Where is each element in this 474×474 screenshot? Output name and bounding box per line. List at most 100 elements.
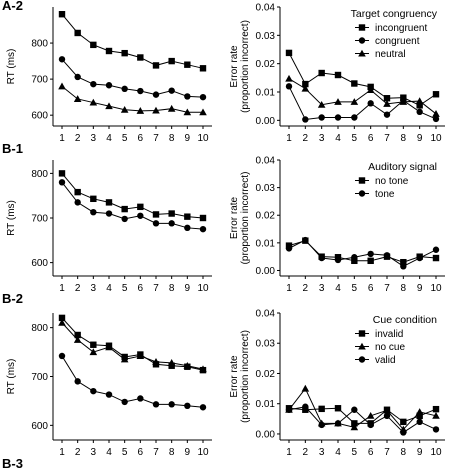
data-point xyxy=(318,421,325,429)
x-tick-label: 10 xyxy=(197,447,209,458)
legend-title: Auditory signal xyxy=(368,161,437,173)
series-line xyxy=(61,13,204,69)
data-point xyxy=(400,263,407,270)
panel-label: A-2 xyxy=(2,0,23,13)
data-point xyxy=(152,211,160,218)
y-tick-label: 0.04 xyxy=(256,3,276,14)
data-point xyxy=(318,405,325,413)
legend-marker xyxy=(358,330,366,337)
data-point xyxy=(302,403,309,410)
data-point xyxy=(383,252,391,259)
series-line xyxy=(61,85,203,113)
data-point xyxy=(416,412,423,420)
x-tick-label: 8 xyxy=(169,283,175,294)
data-point xyxy=(318,69,325,77)
chart-2: 600 700 800 1 2 3 4 5 6 7 8 9 10 RT (ms) xyxy=(6,160,212,294)
data-point xyxy=(351,254,358,261)
data-point xyxy=(90,80,97,88)
panel-label-a2: A-2 xyxy=(2,0,23,13)
data-point xyxy=(432,412,440,419)
data-point xyxy=(318,114,325,121)
data-point xyxy=(415,408,424,415)
legend-marker xyxy=(358,49,366,57)
series-line xyxy=(288,239,437,267)
series-line xyxy=(288,52,437,106)
chart-1: 0.00 0.01 0.02 0.03 0.04 1 2 3 4 5 6 7 8 9 10 Error rat… xyxy=(229,3,445,144)
data-point xyxy=(152,106,160,114)
x-tick-label: 1 xyxy=(59,133,65,144)
series-line xyxy=(288,240,437,263)
data-point xyxy=(74,331,81,339)
x-tick-label: 7 xyxy=(384,133,390,144)
data-point xyxy=(416,108,423,116)
x-tick-label: 2 xyxy=(75,283,81,294)
data-point xyxy=(285,406,293,413)
x-tick-label: 6 xyxy=(138,447,144,458)
data-point xyxy=(301,84,310,92)
data-point xyxy=(121,85,128,93)
chart-5: 0.00 0.01 0.02 0.03 0.04 1 2 3 4 5 6 7 8 9 10 Error rat… xyxy=(229,309,445,458)
data-point xyxy=(137,54,144,61)
data-point xyxy=(73,95,82,102)
y-axis-label-line: Error rate xyxy=(229,355,240,398)
y-tick-label: 0.04 xyxy=(256,309,276,320)
data-point xyxy=(184,224,191,232)
x-tick-label: 2 xyxy=(75,133,81,144)
data-point xyxy=(400,258,407,266)
data-point xyxy=(167,104,176,112)
y-axis-label-line: (proportion incorrect) xyxy=(240,20,251,113)
panel-label: B-3 xyxy=(2,456,23,471)
data-point xyxy=(285,83,293,90)
legend-marker xyxy=(358,24,366,31)
panel-label: B-2 xyxy=(2,291,23,306)
x-tick-label: 8 xyxy=(401,447,407,458)
x-tick-label: 3 xyxy=(319,133,325,144)
y-tick-label: 600 xyxy=(31,421,48,432)
y-axis-label-line: Error rate xyxy=(229,45,240,88)
x-tick-label: 1 xyxy=(286,283,292,294)
x-tick-label: 3 xyxy=(319,447,325,458)
data-point xyxy=(199,108,207,116)
x-tick-label: 6 xyxy=(138,133,144,144)
data-point xyxy=(137,212,144,219)
y-tick-label: 0.02 xyxy=(256,211,276,222)
x-tick-label: 10 xyxy=(197,283,209,294)
data-point xyxy=(89,348,98,356)
data-point xyxy=(152,62,160,69)
y-tick-label: 0.02 xyxy=(256,369,276,380)
x-tick-label: 4 xyxy=(106,133,112,144)
data-point xyxy=(120,105,129,113)
y-tick-label: 700 xyxy=(31,214,48,225)
data-point xyxy=(74,199,81,206)
legend-marker xyxy=(358,356,366,363)
data-point xyxy=(90,41,97,49)
y-tick-label: 0.03 xyxy=(256,31,276,42)
data-point xyxy=(367,421,374,429)
y-tick-label: 800 xyxy=(31,323,48,334)
y-tick-label: 0.00 xyxy=(256,266,276,277)
x-tick-label: 6 xyxy=(368,283,374,294)
legend-marker xyxy=(358,37,366,44)
data-point xyxy=(168,220,175,227)
data-point xyxy=(167,359,176,366)
x-tick-label: 9 xyxy=(185,447,191,458)
data-point xyxy=(152,401,160,408)
series-line xyxy=(61,322,204,370)
data-point xyxy=(105,210,113,217)
data-point xyxy=(168,87,175,94)
y-axis-label-line: (proportion incorrect) xyxy=(240,172,251,265)
data-point xyxy=(383,100,391,107)
x-tick-label: 1 xyxy=(59,447,65,458)
data-point xyxy=(58,56,66,63)
y-tick-label: 0.04 xyxy=(256,156,276,167)
y-tick-label: 600 xyxy=(31,111,48,122)
legend-label: invalid xyxy=(375,329,403,340)
data-point xyxy=(74,378,81,385)
chart-4: 600 700 800 1 2 3 4 5 6 7 8 9 10 RT (ms) xyxy=(6,313,212,458)
legend-label: neutral xyxy=(375,49,406,60)
data-point xyxy=(137,87,144,95)
x-tick-label: 5 xyxy=(352,283,358,294)
data-point xyxy=(90,195,97,203)
